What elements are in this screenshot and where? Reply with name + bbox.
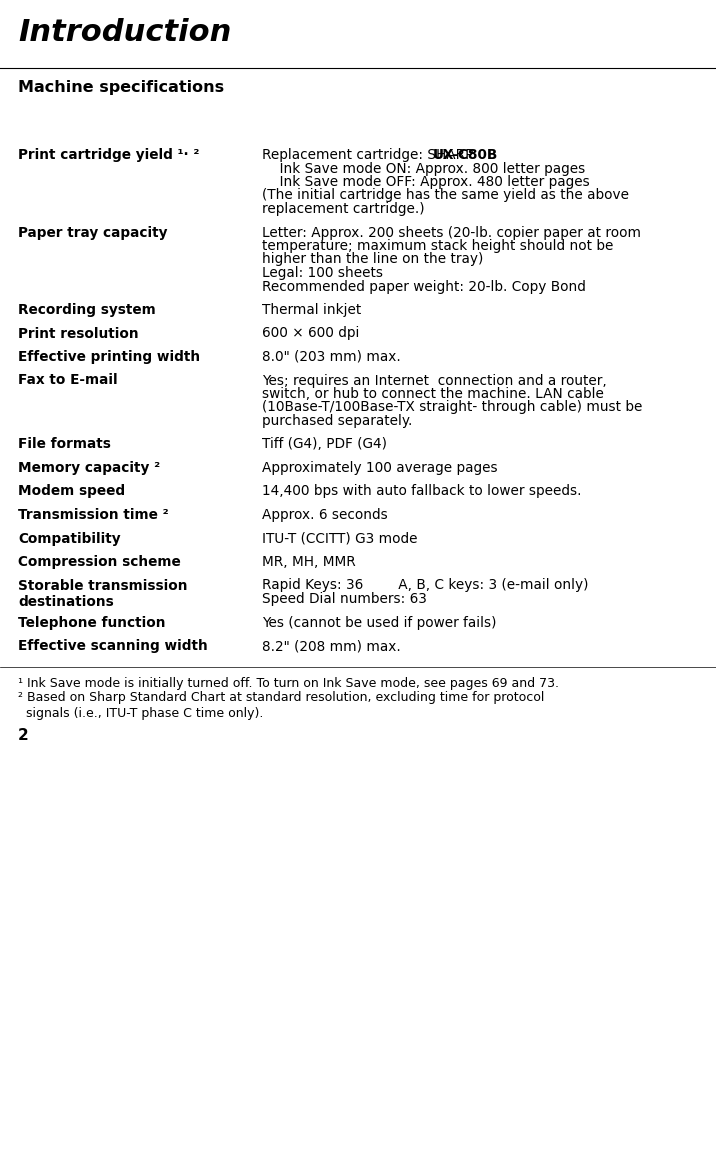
Text: UX-C80B: UX-C80B <box>432 148 498 162</box>
Text: 14,400 bps with auto fallback to lower speeds.: 14,400 bps with auto fallback to lower s… <box>262 485 581 498</box>
Text: Introduction: Introduction <box>18 17 231 46</box>
Text: Transmission time ²: Transmission time ² <box>18 508 169 522</box>
Text: switch, or hub to connect the machine. LAN cable: switch, or hub to connect the machine. L… <box>262 387 604 401</box>
Text: replacement cartridge.): replacement cartridge.) <box>262 202 425 216</box>
Text: Ink Save mode OFF: Approx. 480 letter pages: Ink Save mode OFF: Approx. 480 letter pa… <box>262 175 590 189</box>
Text: 600 × 600 dpi: 600 × 600 dpi <box>262 327 359 340</box>
Text: 8.0" (203 mm) max.: 8.0" (203 mm) max. <box>262 350 401 364</box>
Text: Telephone function: Telephone function <box>18 616 165 630</box>
Text: (10Base-T/100Base-TX straight- through cable) must be: (10Base-T/100Base-TX straight- through c… <box>262 401 642 415</box>
Text: Tiff (G4), PDF (G4): Tiff (G4), PDF (G4) <box>262 438 387 452</box>
Text: Yes (cannot be used if power fails): Yes (cannot be used if power fails) <box>262 616 496 630</box>
Text: Compatibility: Compatibility <box>18 531 120 545</box>
Text: Yes; requires an Internet  connection and a router,: Yes; requires an Internet connection and… <box>262 373 606 387</box>
Text: (The initial cartridge has the same yield as the above: (The initial cartridge has the same yiel… <box>262 188 629 202</box>
Text: ¹ Ink Save mode is initially turned off. To turn on Ink Save mode, see pages 69 : ¹ Ink Save mode is initially turned off.… <box>18 676 559 689</box>
Text: Recommended paper weight: 20-lb. Copy Bond: Recommended paper weight: 20-lb. Copy Bo… <box>262 280 586 294</box>
Text: 8.2" (208 mm) max.: 8.2" (208 mm) max. <box>262 639 401 653</box>
Text: ² Based on Sharp Standard Chart at standard resolution, excluding time for proto: ² Based on Sharp Standard Chart at stand… <box>18 691 544 704</box>
Text: higher than the line on the tray): higher than the line on the tray) <box>262 252 483 266</box>
Text: Recording system: Recording system <box>18 303 156 317</box>
Text: Speed Dial numbers: 63: Speed Dial numbers: 63 <box>262 591 427 607</box>
Text: Modem speed: Modem speed <box>18 485 125 498</box>
Text: 2: 2 <box>18 727 29 743</box>
Text: Approximately 100 average pages: Approximately 100 average pages <box>262 461 498 475</box>
Text: Effective scanning width: Effective scanning width <box>18 639 208 653</box>
Text: Machine specifications: Machine specifications <box>18 80 224 95</box>
Text: MR, MH, MMR: MR, MH, MMR <box>262 555 356 569</box>
Text: Replacement cartridge: SHARP: Replacement cartridge: SHARP <box>262 148 478 162</box>
Text: Approx. 6 seconds: Approx. 6 seconds <box>262 508 388 522</box>
Text: Memory capacity ²: Memory capacity ² <box>18 461 160 475</box>
Text: Paper tray capacity: Paper tray capacity <box>18 225 168 239</box>
Text: purchased separately.: purchased separately. <box>262 414 412 428</box>
Text: Print cartridge yield ¹· ²: Print cartridge yield ¹· ² <box>18 148 199 162</box>
Text: Rapid Keys: 36        A, B, C keys: 3 (e-mail only): Rapid Keys: 36 A, B, C keys: 3 (e-mail o… <box>262 579 589 593</box>
Text: File formats: File formats <box>18 438 111 452</box>
Text: Letter: Approx. 200 sheets (20-lb. copier paper at room: Letter: Approx. 200 sheets (20-lb. copie… <box>262 225 641 239</box>
Text: signals (i.e., ITU-T phase C time only).: signals (i.e., ITU-T phase C time only). <box>18 706 263 719</box>
Text: Print resolution: Print resolution <box>18 327 139 340</box>
Text: Ink Save mode ON: Approx. 800 letter pages: Ink Save mode ON: Approx. 800 letter pag… <box>262 162 585 175</box>
Text: temperature; maximum stack height should not be: temperature; maximum stack height should… <box>262 239 614 253</box>
Text: Storable transmission
destinations: Storable transmission destinations <box>18 579 188 609</box>
Text: Compression scheme: Compression scheme <box>18 555 180 569</box>
Text: Fax to E-mail: Fax to E-mail <box>18 373 117 387</box>
Text: Effective printing width: Effective printing width <box>18 350 200 364</box>
Text: Legal: 100 sheets: Legal: 100 sheets <box>262 266 383 280</box>
Text: Thermal inkjet: Thermal inkjet <box>262 303 362 317</box>
Text: ITU-T (CCITT) G3 mode: ITU-T (CCITT) G3 mode <box>262 531 417 545</box>
